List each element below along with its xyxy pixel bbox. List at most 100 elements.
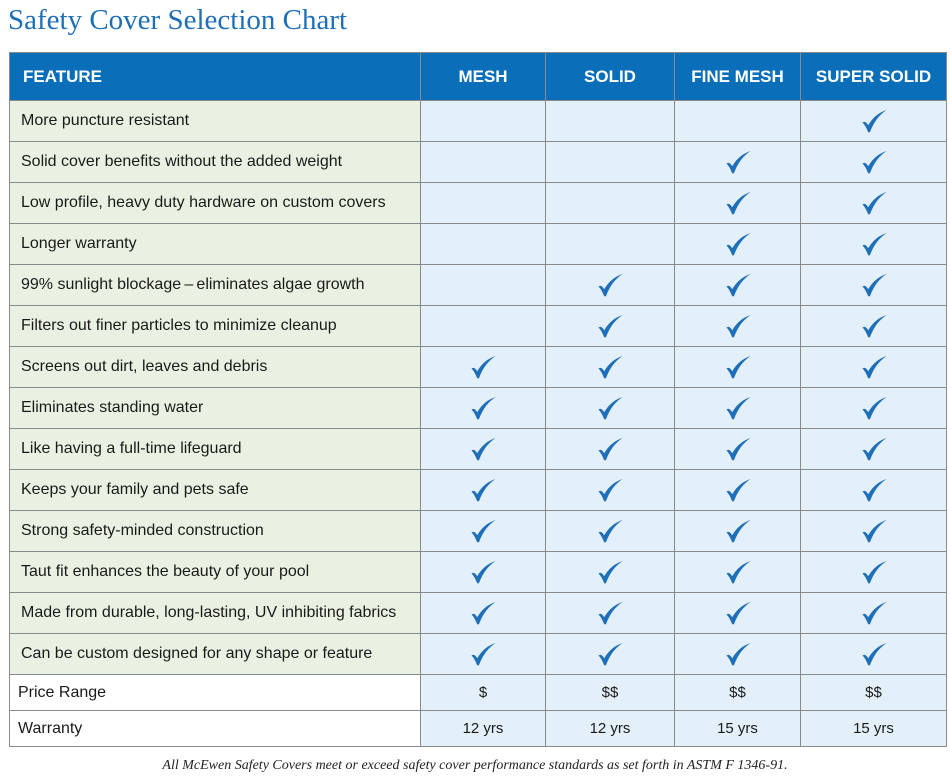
checkmark-icon bbox=[860, 191, 888, 215]
cell-mesh bbox=[420, 141, 546, 183]
checkmark-icon bbox=[860, 273, 888, 297]
cell-solid bbox=[545, 510, 675, 552]
cell-fine-mesh bbox=[674, 469, 801, 511]
checkmark-icon bbox=[724, 396, 752, 420]
column-header-feature: FEATURE bbox=[9, 52, 421, 101]
feature-label: Keeps your family and pets safe bbox=[9, 469, 421, 511]
checkmark-icon bbox=[860, 150, 888, 174]
checkmark-icon bbox=[469, 437, 497, 461]
feature-row: Solid cover benefits without the added w… bbox=[9, 141, 947, 183]
cell-fine-mesh bbox=[674, 428, 801, 470]
checkmark-icon bbox=[860, 560, 888, 584]
price-range-solid: $$ bbox=[545, 674, 675, 711]
checkmark-icon bbox=[469, 642, 497, 666]
cell-fine-mesh bbox=[674, 387, 801, 429]
feature-row: Made from durable, long-lasting, UV inhi… bbox=[9, 592, 947, 634]
cell-solid bbox=[545, 551, 675, 593]
column-header-super-solid: SUPER SOLID bbox=[800, 52, 947, 101]
checkmark-icon bbox=[596, 601, 624, 625]
warranty-label: Warranty bbox=[9, 710, 421, 747]
cell-fine-mesh bbox=[674, 592, 801, 634]
checkmark-icon bbox=[724, 601, 752, 625]
feature-row: Strong safety-minded construction bbox=[9, 510, 947, 552]
cell-mesh bbox=[420, 387, 546, 429]
checkmark-icon bbox=[469, 519, 497, 543]
checkmark-icon bbox=[724, 478, 752, 502]
cell-super-solid bbox=[800, 469, 947, 511]
warranty-super-solid: 15 yrs bbox=[800, 710, 947, 747]
feature-label: Like having a full-time lifeguard bbox=[9, 428, 421, 470]
cell-solid bbox=[545, 592, 675, 634]
checkmark-icon bbox=[596, 355, 624, 379]
cell-super-solid bbox=[800, 428, 947, 470]
feature-label: Screens out dirt, leaves and debris bbox=[9, 346, 421, 388]
feature-label: Eliminates standing water bbox=[9, 387, 421, 429]
feature-label: Low profile, heavy duty hardware on cust… bbox=[9, 182, 421, 224]
cell-super-solid bbox=[800, 346, 947, 388]
cell-mesh bbox=[420, 264, 546, 306]
checkmark-icon bbox=[860, 396, 888, 420]
feature-row: Can be custom designed for any shape or … bbox=[9, 633, 947, 675]
checkmark-icon bbox=[724, 314, 752, 338]
feature-row: Filters out finer particles to minimize … bbox=[9, 305, 947, 347]
cell-solid bbox=[545, 633, 675, 675]
feature-row: 99% sunlight blockage – eliminates algae… bbox=[9, 264, 947, 306]
cell-fine-mesh bbox=[674, 100, 801, 142]
feature-label: Can be custom designed for any shape or … bbox=[9, 633, 421, 675]
checkmark-icon bbox=[860, 601, 888, 625]
cell-super-solid bbox=[800, 510, 947, 552]
cell-solid bbox=[545, 223, 675, 265]
cell-fine-mesh bbox=[674, 264, 801, 306]
cell-mesh bbox=[420, 510, 546, 552]
checkmark-icon bbox=[860, 109, 888, 133]
cell-super-solid bbox=[800, 264, 947, 306]
cell-super-solid bbox=[800, 141, 947, 183]
checkmark-icon bbox=[724, 191, 752, 215]
warranty-row: Warranty 12 yrs 12 yrs 15 yrs 15 yrs bbox=[9, 710, 947, 747]
cell-solid bbox=[545, 346, 675, 388]
cell-fine-mesh bbox=[674, 182, 801, 224]
checkmark-icon bbox=[724, 437, 752, 461]
feature-row: More puncture resistant bbox=[9, 100, 947, 142]
checkmark-icon bbox=[724, 273, 752, 297]
checkmark-icon bbox=[596, 560, 624, 584]
cell-mesh bbox=[420, 346, 546, 388]
cell-fine-mesh bbox=[674, 551, 801, 593]
checkmark-icon bbox=[469, 396, 497, 420]
checkmark-icon bbox=[724, 150, 752, 174]
warranty-solid: 12 yrs bbox=[545, 710, 675, 747]
checkmark-icon bbox=[724, 232, 752, 256]
cell-super-solid bbox=[800, 387, 947, 429]
cell-super-solid bbox=[800, 182, 947, 224]
cell-solid bbox=[545, 141, 675, 183]
cell-super-solid bbox=[800, 633, 947, 675]
cell-mesh bbox=[420, 469, 546, 511]
checkmark-icon bbox=[596, 273, 624, 297]
checkmark-icon bbox=[860, 355, 888, 379]
cell-fine-mesh bbox=[674, 223, 801, 265]
feature-label: 99% sunlight blockage – eliminates algae… bbox=[9, 264, 421, 306]
cell-super-solid bbox=[800, 100, 947, 142]
checkmark-icon bbox=[860, 437, 888, 461]
feature-label: Longer warranty bbox=[9, 223, 421, 265]
checkmark-icon bbox=[724, 355, 752, 379]
price-range-mesh: $ bbox=[420, 674, 546, 711]
checkmark-icon bbox=[724, 519, 752, 543]
cell-solid bbox=[545, 264, 675, 306]
cell-mesh bbox=[420, 100, 546, 142]
feature-label: Filters out finer particles to minimize … bbox=[9, 305, 421, 347]
cell-solid bbox=[545, 387, 675, 429]
footnote: All McEwen Safety Covers meet or exceed … bbox=[162, 758, 788, 773]
feature-row: Longer warranty bbox=[9, 223, 947, 265]
column-header-solid: SOLID bbox=[545, 52, 675, 101]
cell-super-solid bbox=[800, 223, 947, 265]
feature-row: Eliminates standing water bbox=[9, 387, 947, 429]
price-range-row: Price Range $ $$ $$ $$ bbox=[9, 674, 947, 711]
feature-label: Solid cover benefits without the added w… bbox=[9, 141, 421, 183]
feature-row: Screens out dirt, leaves and debris bbox=[9, 346, 947, 388]
feature-row: Low profile, heavy duty hardware on cust… bbox=[9, 182, 947, 224]
cell-fine-mesh bbox=[674, 510, 801, 552]
cell-mesh bbox=[420, 305, 546, 347]
feature-label: Strong safety-minded construction bbox=[9, 510, 421, 552]
checkmark-icon bbox=[860, 478, 888, 502]
